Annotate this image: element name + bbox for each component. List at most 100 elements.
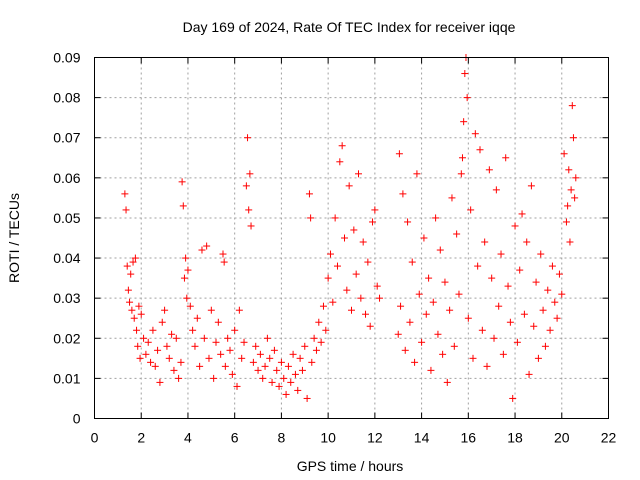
data-point [525,370,533,378]
x-tick-label: 10 [320,430,336,446]
data-point [244,134,252,142]
data-point [490,334,498,342]
data-point [499,350,507,358]
data-points [121,54,580,402]
data-point [420,234,428,242]
data-point [126,298,134,306]
data-point [329,298,337,306]
data-point [458,154,466,162]
data-point [156,378,164,386]
data-point [233,382,241,390]
data-point [168,330,176,338]
data-point [210,374,218,382]
data-point [562,218,570,226]
data-point [566,238,574,246]
data-point [170,366,178,374]
data-point [418,338,426,346]
data-point [478,326,486,334]
data-point [128,306,136,314]
y-tick-label: 0.09 [53,50,80,66]
data-point [495,302,503,310]
data-point [238,354,246,362]
data-point [513,338,521,346]
data-point [326,250,334,258]
data-point [355,170,363,178]
data-point [568,102,576,110]
data-point [502,154,510,162]
data-point [312,346,320,354]
data-point [564,202,572,210]
y-tick-label: 0.04 [53,250,80,266]
data-point [183,294,191,302]
data-point [231,326,239,334]
data-point [406,318,414,326]
data-point [220,258,228,266]
data-point [315,318,323,326]
data-point [203,242,211,250]
data-point [548,262,556,270]
data-point [247,222,255,230]
data-point [469,354,477,362]
data-point [319,302,327,310]
data-point [544,286,552,294]
chart-title: Day 169 of 2024, Rate Of TEC Index for r… [183,19,516,35]
data-point [217,350,225,358]
data-point [289,350,297,358]
data-point [532,278,540,286]
data-point [530,322,538,330]
data-point [516,266,524,274]
data-point [509,394,517,402]
y-tick-label: 0.02 [53,330,80,346]
data-point [242,182,250,190]
data-point [298,366,306,374]
data-point [338,142,346,150]
data-point [296,354,304,362]
data-point [254,366,262,374]
data-point [523,238,531,246]
data-point [551,298,559,306]
data-point [207,306,215,314]
data-point [527,182,535,190]
data-point [142,350,150,358]
data-point [317,338,325,346]
data-point [429,298,437,306]
data-point [413,170,421,178]
data-point [333,262,341,270]
data-point [294,386,302,394]
data-point [154,346,162,354]
x-tick-label: 18 [507,430,523,446]
grid-lines [94,57,609,419]
data-point [394,330,402,338]
data-point [397,302,405,310]
data-point [249,358,257,366]
data-point [461,70,469,78]
data-point [205,354,213,362]
data-point [371,206,379,214]
data-point [359,238,367,246]
data-point [270,346,278,354]
data-point [467,206,475,214]
data-point [534,354,542,362]
data-point [448,194,456,202]
data-point [436,246,444,254]
data-point [569,134,577,142]
data-point [147,358,155,366]
data-point [348,306,355,314]
data-point [259,374,267,382]
data-point [373,282,381,290]
data-point [191,342,199,350]
data-point [182,254,190,262]
data-point [284,362,292,370]
data-point [546,326,554,334]
data-point [134,342,142,350]
data-point [565,166,573,174]
data-point [567,186,575,194]
data-point [408,258,416,266]
y-axis-label: ROTI / TECUs [6,193,22,283]
data-point [539,306,547,314]
data-point [446,306,454,314]
data-point [130,314,138,322]
data-point [184,266,192,274]
data-point [366,322,374,330]
data-point [488,274,496,282]
